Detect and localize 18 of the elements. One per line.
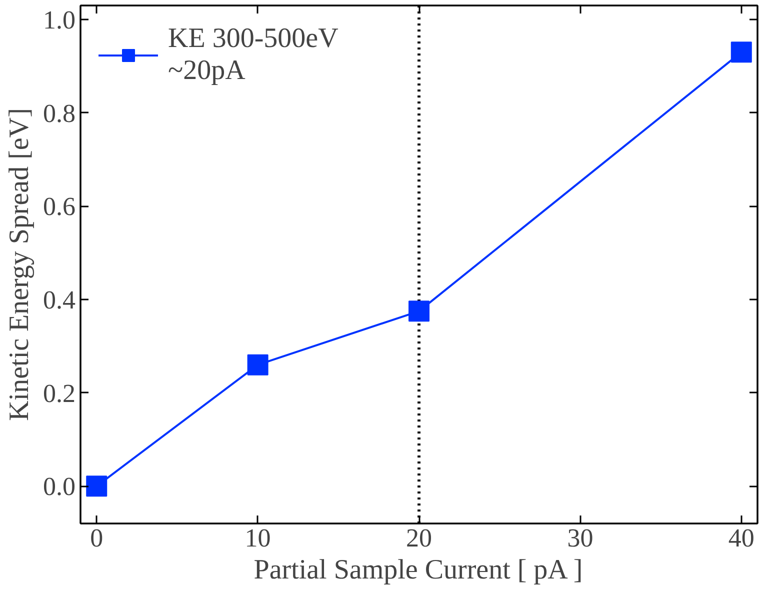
legend-label: KE 300-500eV ~20pA <box>168 23 338 87</box>
y-tick-label: 0.0 <box>43 472 76 502</box>
y-tick-label: 0.6 <box>43 192 76 222</box>
x-tick-label: 0 <box>90 524 104 552</box>
point <box>408 300 430 322</box>
x-tick-label: 40 <box>728 524 754 552</box>
y-axis-title: Kinetic Energy Spread [eV] <box>4 108 35 421</box>
y-tick-label: 0.2 <box>43 378 76 408</box>
x-tick-label: 30 <box>567 524 594 552</box>
x-tick-label: 20 <box>406 524 432 552</box>
point <box>247 354 268 376</box>
y-tick-label: 1.0 <box>43 6 76 34</box>
x-axis-title: Partial Sample Current [ pA ] <box>254 554 583 586</box>
point <box>86 476 108 497</box>
x-tick-label: 10 <box>244 524 271 552</box>
y-tick-label: 0.4 <box>43 286 76 314</box>
y-tick-label: 0.8 <box>43 98 76 128</box>
point <box>730 42 752 63</box>
